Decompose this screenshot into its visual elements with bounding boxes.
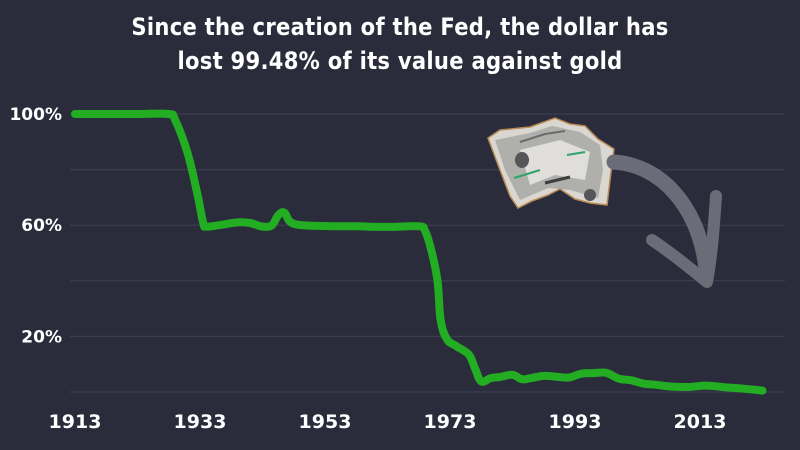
x-tick-label: 2013: [674, 411, 727, 433]
data-line: [71, 109, 767, 395]
x-tick-label: 1913: [49, 411, 102, 433]
x-tick-label: 1933: [174, 411, 227, 433]
x-tick-label: 1993: [549, 411, 602, 433]
x-tick-label: 1953: [299, 411, 352, 433]
chart-title-line-1: Since the creation of the Fed, the dolla…: [131, 13, 669, 41]
gridlines: [70, 113, 785, 393]
x-axis-labels: 1913 1933 1953 1973 1993 2013: [49, 411, 727, 433]
curved-down-arrow-icon: [606, 154, 722, 288]
x-tick-label: 1973: [424, 411, 477, 433]
y-tick-label: 60%: [21, 216, 62, 236]
chart-title-line-2: lost 99.48% of its value against gold: [177, 47, 623, 75]
chart-title: Since the creation of the Fed, the dolla…: [48, 10, 752, 78]
y-tick-label: 20%: [21, 327, 62, 347]
y-axis-labels: 100% 60% 20%: [9, 105, 62, 347]
crumpled-dollar-bill-image: [487, 117, 615, 209]
y-tick-label: 100%: [9, 105, 62, 125]
